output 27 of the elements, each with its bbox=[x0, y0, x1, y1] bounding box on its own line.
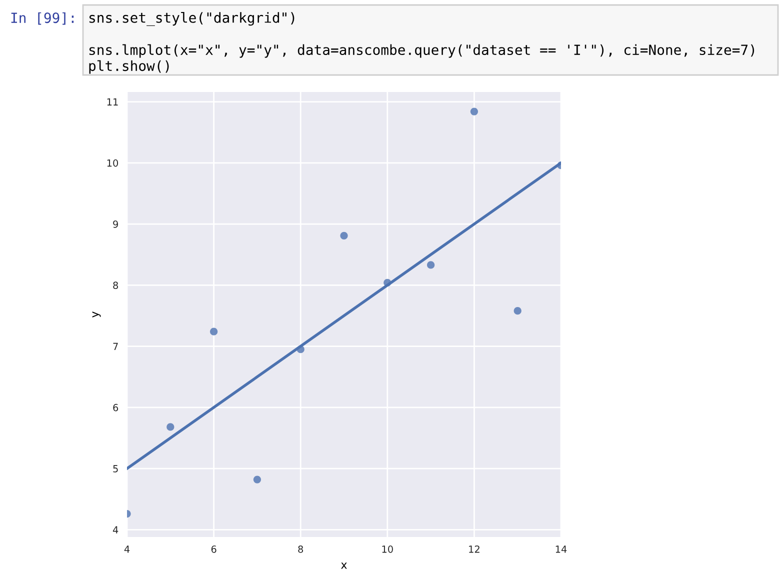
x-tick-label: 10 bbox=[382, 546, 393, 553]
x-tick-label: 4 bbox=[124, 546, 130, 553]
point bbox=[210, 328, 218, 336]
y-tick-label: 5 bbox=[113, 465, 118, 472]
point bbox=[426, 261, 435, 269]
y-tick-label: 7 bbox=[113, 342, 118, 350]
y-tick-label: 11 bbox=[107, 98, 118, 106]
y-axis-title: y bbox=[92, 312, 101, 318]
x-tick-label: 6 bbox=[211, 546, 216, 553]
y-tick-label: 10 bbox=[107, 159, 118, 167]
point bbox=[253, 476, 262, 484]
text: plt.show() bbox=[89, 60, 169, 74]
x-tick-label: 8 bbox=[298, 546, 304, 553]
x-tick-label: 14 bbox=[556, 546, 567, 553]
y-tick-label: 6 bbox=[113, 404, 118, 412]
point bbox=[514, 307, 522, 315]
y-tick-label: 4 bbox=[112, 526, 118, 534]
text: sns.lmplot(x="x", y="y", data=anscombe.query("dataset == 'I'"), ci=None, size=7) bbox=[89, 44, 754, 58]
point bbox=[340, 232, 348, 240]
y-tick-label: 9 bbox=[113, 220, 118, 228]
text: sns.set_style("darkgrid") bbox=[89, 12, 294, 26]
y-tick-label: 8 bbox=[113, 282, 118, 289]
point bbox=[166, 423, 174, 431]
point bbox=[470, 108, 478, 116]
x-axis-title: x bbox=[341, 562, 347, 569]
text: In [99]: bbox=[11, 12, 74, 25]
x-tick-label: 12 bbox=[469, 546, 480, 553]
